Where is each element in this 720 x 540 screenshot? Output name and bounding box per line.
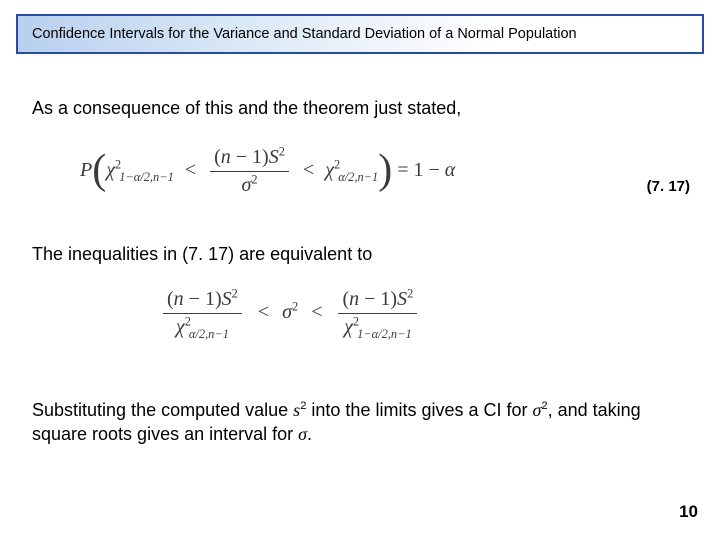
f1-alpha: α xyxy=(445,159,456,181)
f2-fracL-den: χ2α/2,n−1 xyxy=(163,314,242,339)
f1-rparen: ) xyxy=(378,147,392,193)
paragraph-3: Substituting the computed value s2 into … xyxy=(32,398,692,447)
para3-b: into the limits gives a CI for xyxy=(306,400,532,420)
f1-eq: = 1 − xyxy=(392,159,445,181)
f1-frac-num: (n − 1)S2 xyxy=(210,146,289,172)
f2-fracL: (n − 1)S2 χ2α/2,n−1 xyxy=(163,288,242,339)
para3-a: Substituting the computed value xyxy=(32,400,293,420)
f1-frac-den: σ2 xyxy=(210,172,289,197)
f1-frac: (n − 1)S2 σ2 xyxy=(210,146,289,197)
f2-fracL-num: (n − 1)S2 xyxy=(163,288,242,314)
f2-fracR: (n − 1)S2 χ21−α/2,n−1 xyxy=(338,288,417,339)
para3-sigma2: σ xyxy=(298,424,307,444)
f2-sigma: σ xyxy=(282,301,292,323)
f1-lparen: ( xyxy=(92,147,106,193)
f1-chi-left: χ xyxy=(106,159,115,181)
paragraph-1: As a consequence of this and the theorem… xyxy=(32,96,461,120)
f1-chi-right-sub: α/2,n−1 xyxy=(338,170,378,184)
f1-lt1: < xyxy=(185,159,196,181)
f2-lt1: < xyxy=(258,301,269,323)
equation-number-1: (7. 17) xyxy=(647,178,690,195)
para3-d: . xyxy=(307,424,312,444)
page-number: 10 xyxy=(679,502,698,522)
slide-header: Confidence Intervals for the Variance an… xyxy=(16,14,704,54)
f2-fracR-den: χ21−α/2,n−1 xyxy=(338,314,417,339)
f1-chi-right: χ xyxy=(325,159,334,181)
f2-lt2: < xyxy=(311,301,322,323)
formula-2: (n − 1)S2 χ2α/2,n−1 < σ2 < (n − 1)S2 χ21… xyxy=(160,288,420,339)
f2-sigma-sup: 2 xyxy=(292,299,298,313)
f2-fracR-num: (n − 1)S2 xyxy=(338,288,417,314)
f1-P: P xyxy=(80,159,92,181)
formula-1: P(χ21−α/2,n−1 < (n − 1)S2 σ2 < χ2α/2,n−1… xyxy=(80,146,455,197)
paragraph-2: The inequalities in (7. 17) are equivale… xyxy=(32,242,372,266)
slide-header-title: Confidence Intervals for the Variance an… xyxy=(32,26,577,42)
f1-chi-left-sub: 1−α/2,n−1 xyxy=(119,170,174,184)
f1-lt2: < xyxy=(303,159,314,181)
